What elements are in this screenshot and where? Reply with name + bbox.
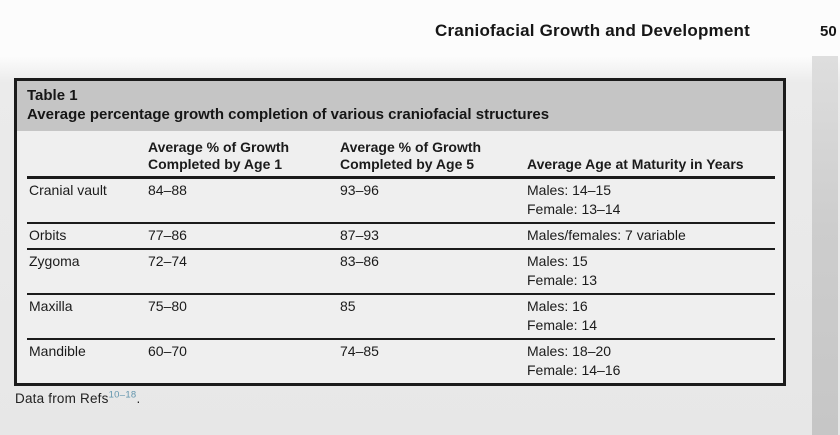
reference-link[interactable]: 10–18 [108,389,137,401]
table-caption-band: Table 1 Average percentage growth comple… [17,81,783,131]
header-maturity: Average Age at Maturity in Years [527,156,744,172]
cell-maturity: Males/females: 7 variable [527,227,686,243]
cell-structure: Zygoma [29,253,80,269]
row-divider [27,293,775,295]
cell-age1: 75–80 [148,298,187,314]
cell-age5: 85 [340,298,356,314]
cell-maturity: Males: 15 Female: 13 [527,253,598,288]
cell-structure: Mandible [29,343,86,359]
header-age1: Average % of Growth Completed by Age 1 [148,139,290,172]
page-number: 50 [820,23,837,40]
table-footnote: Data from Refs10–18. [15,389,141,406]
header-age5: Average % of Growth Completed by Age 5 [340,139,482,172]
cell-age5: 74–85 [340,343,379,359]
cell-maturity: Males: 18–20 Female: 14–16 [527,343,621,378]
footnote-period: . [136,391,141,406]
table-row-mandible: Mandible 60–70 74–85 Males: 18–20 Female… [17,340,783,383]
cell-age1: 60–70 [148,343,187,359]
cell-age5: 83–86 [340,253,379,269]
table-caption: Average percentage growth completion of … [27,105,550,123]
running-head: Craniofacial Growth and Development [435,21,750,40]
footnote-text: Data from Refs [15,391,109,406]
row-divider [27,248,775,250]
cell-age5: 93–96 [340,182,379,198]
cell-age1: 77–86 [148,227,187,243]
table-row-cranial-vault: Cranial vault 84–88 93–96 Males: 14–15 F… [17,179,783,222]
cell-maturity: Males: 16 Female: 14 [527,298,598,333]
header-rule [27,176,775,179]
row-divider [27,222,775,224]
table-row-zygoma: Zygoma 72–74 83–86 Males: 15 Female: 13 [17,250,783,293]
cell-age5: 87–93 [340,227,379,243]
page-edge-shading [812,56,838,435]
cell-age1: 72–74 [148,253,187,269]
table-label: Table 1 [27,87,78,104]
table-1: Table 1 Average percentage growth comple… [14,78,786,386]
cell-maturity: Males: 14–15 Female: 13–14 [527,182,621,217]
cell-structure: Cranial vault [29,182,107,198]
cell-age1: 84–88 [148,182,187,198]
table-row-maxilla: Maxilla 75–80 85 Males: 16 Female: 14 [17,295,783,338]
cell-structure: Maxilla [29,298,73,314]
table-row-orbits: Orbits 77–86 87–93 Males/females: 7 vari… [17,224,783,248]
table-header-row: Average % of Growth Completed by Age 1 A… [17,131,783,173]
cell-structure: Orbits [29,227,67,243]
row-divider [27,338,775,340]
